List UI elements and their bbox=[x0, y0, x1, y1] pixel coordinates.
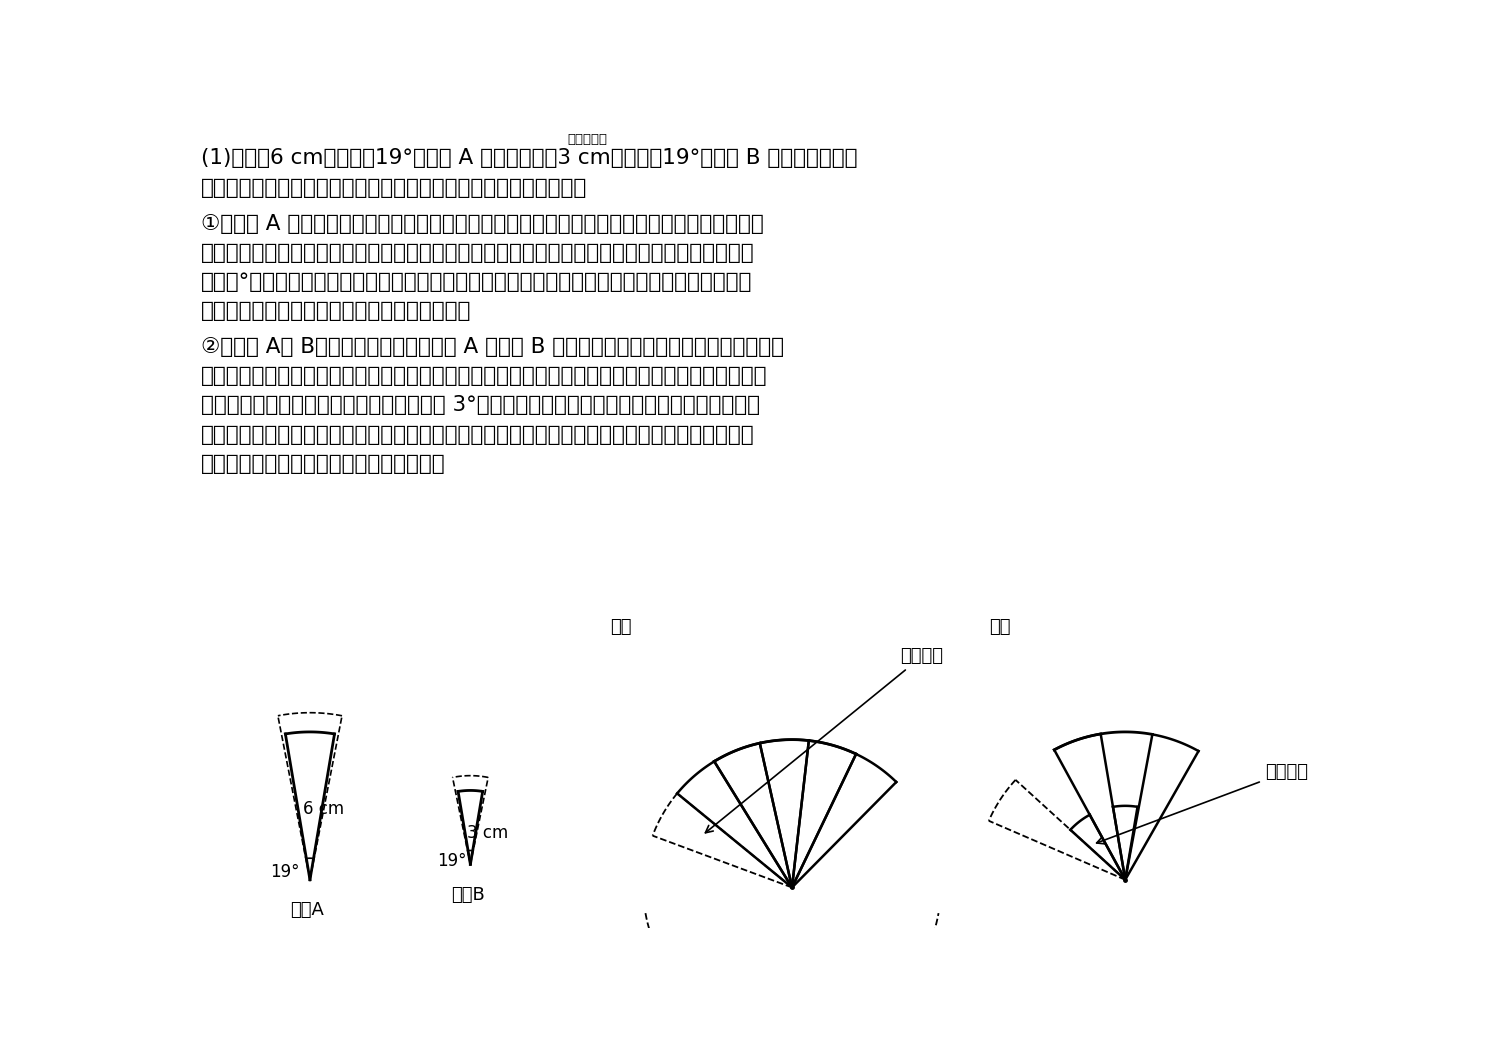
Polygon shape bbox=[458, 791, 483, 865]
Text: 扇形A: 扇形A bbox=[291, 901, 324, 919]
Polygon shape bbox=[792, 741, 856, 888]
Text: 19°: 19° bbox=[436, 852, 466, 870]
Text: 19°: 19° bbox=[270, 863, 298, 881]
Text: のりしろ部分の面積の合計を求めなさい。: のりしろ部分の面積の合計を求めなさい。 bbox=[201, 300, 472, 320]
Text: おうぎがた: おうぎがた bbox=[567, 132, 608, 146]
Text: あります。扇形の中心角とは，２本の半径がつくる角のことです。: あります。扇形の中心角とは，２本の半径がつくる角のことです。 bbox=[201, 177, 588, 197]
Polygon shape bbox=[1125, 734, 1198, 879]
Text: 図２: 図２ bbox=[990, 617, 1011, 636]
Text: 扇形B: 扇形B bbox=[452, 886, 484, 904]
Text: わせます。このとき，最後にはる扇形の紙は，１枚目の扇形の紙にはり合わせます。ただし，: わせます。このとき，最後にはる扇形の紙は，１枚目の扇形の紙にはり合わせます。ただ… bbox=[201, 366, 768, 386]
Text: はありません。のりしろ部分の面積の合計がいちばん小さくなるようにはり合わせたとき，: はありません。のりしろ部分の面積の合計がいちばん小さくなるようにはり合わせたとき… bbox=[201, 425, 754, 444]
Text: 図１: 図１ bbox=[610, 617, 632, 636]
Text: 6 cm: 6 cm bbox=[303, 800, 345, 818]
Text: のりしろ: のりしろ bbox=[705, 648, 944, 832]
Polygon shape bbox=[1113, 806, 1137, 879]
Polygon shape bbox=[676, 761, 792, 888]
Text: (1)　半径6 cm，中心角19°の扇形 A の紙と，半径3 cm，中心角19°の扇形 B の紙がたくさん: (1) 半径6 cm，中心角19°の扇形 A の紙と，半径3 cm，中心角19°… bbox=[201, 148, 858, 168]
Polygon shape bbox=[714, 743, 792, 888]
Polygon shape bbox=[285, 732, 334, 879]
Polygon shape bbox=[760, 739, 808, 888]
Text: のりしろ: のりしろ bbox=[1096, 763, 1308, 844]
Text: 3 cm: 3 cm bbox=[468, 824, 509, 843]
Polygon shape bbox=[792, 754, 897, 888]
Text: できた図形の周の長さを求めなさい。: できた図形の周の長さを求めなさい。 bbox=[201, 454, 446, 474]
Text: ②　扇形 A， Bの紙を図２のように扇形 A と扇形 B が必ず交互になるように，平らにはり合: ② 扇形 A， Bの紙を図２のように扇形 A と扇形 B が必ず交互になるように… bbox=[201, 337, 784, 357]
Polygon shape bbox=[1054, 734, 1125, 879]
Text: のりしろ部分の扇形の中心角はどれも 3°以上です。また，扇形の紙が３枚以上重なる部分: のりしろ部分の扇形の中心角はどれも 3°以上です。また，扇形の紙が３枚以上重なる… bbox=[201, 395, 760, 415]
Text: 紙は，１枚目の扇形の紙にはり合わせます。ただし，のりしろ部分の扇形の中心角はどれも: 紙は，１枚目の扇形の紙にはり合わせます。ただし，のりしろ部分の扇形の中心角はどれ… bbox=[201, 243, 754, 263]
Text: ３°以上です。のりしろ部分の面積の合計がいちばん小さくなるようにはり合わせたとき，: ３°以上です。のりしろ部分の面積の合計がいちばん小さくなるようにはり合わせたとき… bbox=[201, 272, 753, 292]
Text: ①　扇形 A の紙だけを図１のようにはり合わせて円を作ります。このとき，最後にはる扇形の: ① 扇形 A の紙だけを図１のようにはり合わせて円を作ります。このとき，最後には… bbox=[201, 214, 764, 234]
Polygon shape bbox=[1071, 815, 1125, 879]
